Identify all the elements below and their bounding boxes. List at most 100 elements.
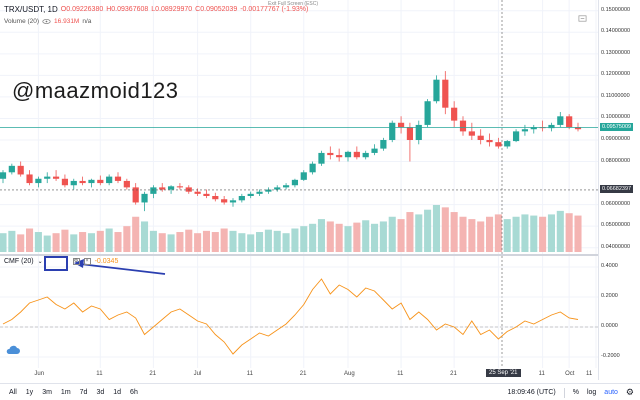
candle-body: [229, 200, 237, 203]
candle-body: [79, 180, 86, 184]
candle-body: [176, 186, 184, 188]
candle-body: [44, 176, 51, 179]
volume-bar: [539, 216, 547, 252]
candle-body: [362, 152, 369, 158]
candle-body: [194, 191, 201, 194]
annotation-highlight-box: [44, 256, 68, 271]
volume-bar: [185, 229, 193, 252]
candle-body: [26, 174, 33, 184]
volume-bar: [34, 232, 42, 252]
volume-bar: [565, 213, 573, 252]
cmf-close-icon[interactable]: ×: [83, 258, 91, 265]
candle-body: [159, 187, 166, 190]
volume-bar: [353, 222, 361, 252]
price-axis-label: 0.04000000: [601, 243, 631, 250]
candle-body: [238, 196, 245, 201]
gear-icon[interactable]: ⚙: [625, 387, 634, 397]
candle-body: [344, 151, 352, 158]
volume-bar: [149, 230, 157, 252]
pane-divider[interactable]: [0, 254, 598, 256]
volume-bar: [309, 223, 317, 252]
volume-bar: [397, 219, 405, 252]
cmf-axis-label: 0.2000: [601, 293, 618, 299]
candle-body: [221, 199, 228, 203]
auto-toggle[interactable]: auto: [604, 389, 618, 396]
volume-bar: [0, 233, 7, 252]
crosshair-price-badge: 0.06682397: [600, 184, 634, 193]
candle-body: [574, 127, 582, 130]
candle-body: [114, 176, 122, 181]
volume-bar: [379, 221, 387, 252]
time-axis-label: Jun: [34, 371, 45, 377]
volume-bar: [132, 216, 140, 252]
volume-bar: [459, 216, 467, 252]
volume-bar: [450, 212, 458, 252]
candle-body: [504, 141, 511, 147]
volume-bar: [300, 226, 308, 252]
volume-bar: [158, 233, 166, 252]
volume-bar: [141, 221, 149, 252]
chart-settings-icon[interactable]: [578, 14, 587, 23]
time-axis-label: 21: [299, 371, 307, 377]
time-axis-label: 21: [149, 371, 157, 377]
volume-bar: [26, 228, 34, 252]
cmf-axis-label: -0.2000: [601, 353, 620, 359]
timeframe-button-3d[interactable]: 3d: [96, 388, 105, 396]
open-value: O0.09226380: [60, 6, 104, 13]
volume-bar: [167, 234, 175, 252]
volume-bar: [424, 209, 432, 252]
candle-body: [530, 127, 537, 130]
cloud-icon[interactable]: [5, 345, 21, 355]
chevron-down-icon[interactable]: ⌄: [37, 259, 43, 265]
candle-body: [70, 180, 77, 186]
price-axis-label: 0.11000000: [601, 92, 630, 99]
candle-body: [353, 151, 360, 158]
percent-toggle[interactable]: %: [572, 389, 579, 396]
utc-clock[interactable]: 18:09:46 (UTC): [507, 389, 556, 396]
cmf-settings-icon[interactable]: ⚙: [72, 258, 80, 265]
log-toggle[interactable]: log: [586, 389, 597, 396]
candle-body: [442, 79, 449, 108]
price-axis-label: 0.05000000: [601, 222, 631, 229]
candle-body: [0, 172, 7, 179]
price-chart-svg[interactable]: [0, 0, 598, 380]
timeframe-button-1y[interactable]: 1y: [25, 388, 34, 396]
volume-bar: [441, 207, 449, 252]
candle-body: [123, 180, 130, 188]
candle-body: [521, 129, 529, 132]
crosshair-date-label: 25 Sep '21: [486, 369, 521, 377]
volume-bar: [521, 214, 529, 252]
candle-body: [557, 116, 564, 125]
cmf-line: [2, 278, 579, 355]
price-axis-label: 0.08000000: [601, 157, 631, 164]
candle-body: [17, 165, 24, 175]
timeframe-button-1d[interactable]: 1d: [113, 388, 122, 396]
volume-bar: [8, 230, 16, 252]
candle-body: [309, 163, 316, 173]
exit-fullscreen-hint[interactable]: Exit Full Screen (ESC): [268, 1, 319, 7]
candle-body: [327, 152, 334, 156]
volume-bar: [530, 215, 538, 252]
symbol-label[interactable]: TRX/USDT, 1D: [4, 5, 58, 14]
candle-body: [371, 148, 378, 153]
timeframe-button-7d[interactable]: 7d: [79, 388, 88, 396]
cmf-legend: CMF (20) ⌄ ⚙ × -0.0345: [4, 258, 118, 265]
volume-legend: Volume (20) 16.931M n/a: [4, 18, 91, 25]
timeframe-button-3m[interactable]: 3m: [42, 388, 52, 396]
time-axis-label: Jul: [193, 371, 202, 377]
time-axis-label: 11: [96, 371, 103, 377]
candle-body: [486, 140, 493, 143]
volume-label[interactable]: Volume (20): [4, 18, 40, 25]
timeframe-button-1m[interactable]: 1m: [60, 388, 71, 396]
volume-bar: [344, 226, 352, 252]
low-value: L0.08929970: [151, 6, 193, 13]
time-axis-label: 21: [450, 371, 457, 377]
cmf-label[interactable]: CMF (20): [4, 258, 34, 265]
timeframe-button-all[interactable]: All: [9, 388, 17, 396]
candle-body: [495, 142, 502, 147]
change-value: -0.00177767 (-1.93%): [240, 6, 309, 13]
price-axis-label: 0.10000000: [601, 114, 631, 121]
eye-icon[interactable]: [42, 19, 51, 24]
timeframe-button-6h[interactable]: 6h: [130, 388, 138, 396]
